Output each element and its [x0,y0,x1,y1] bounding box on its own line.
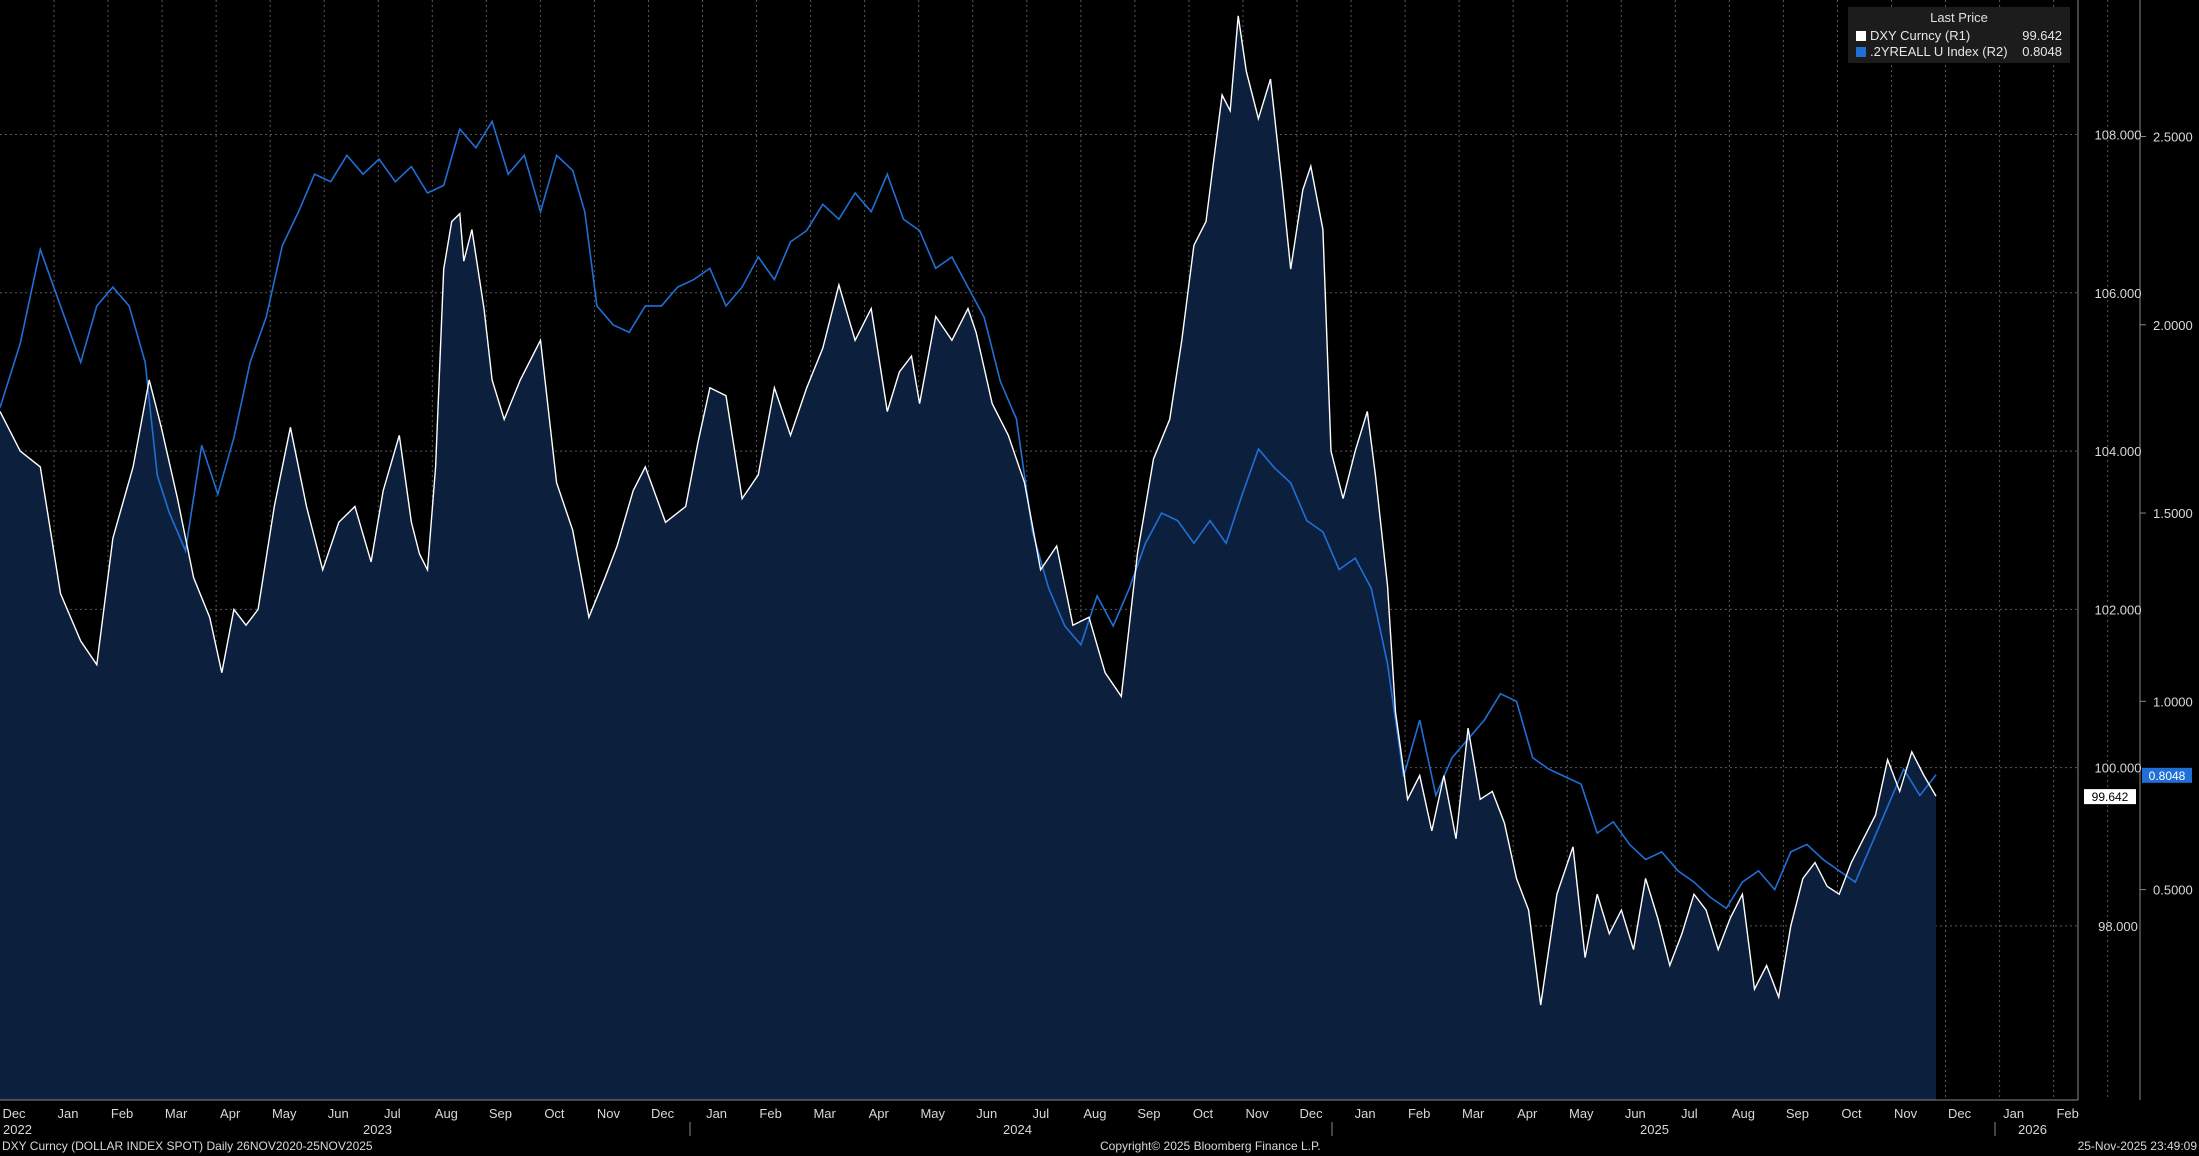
x-tick-label: Apr [1517,1106,1538,1121]
x-tick-label: Jun [1625,1106,1646,1121]
x-tick-label: Oct [1193,1106,1214,1121]
dxy-last-badge [2084,789,2136,805]
dxy-area [0,15,1936,1100]
y2-tick-label: 2.5000 [2153,129,2193,144]
legend-swatch-dxy [1856,31,1866,41]
x-year-label: 2025 [1640,1122,1669,1137]
x-tick-label: Sep [1137,1106,1160,1121]
x-tick-label: Jul [1033,1106,1050,1121]
x-tick-label: Jun [976,1106,997,1121]
x-year-label: 2023 [363,1122,392,1137]
y2-tick-label: 1.0000 [2153,694,2193,709]
legend-name-real-yield: .2YREALL U Index (R2) [1870,44,2008,59]
x-tick-label: Feb [759,1106,781,1121]
x-tick-label: Jul [384,1106,401,1121]
y1-tick-label: 102.000 [2095,602,2142,617]
y1-tick-label: 100.000 [2095,761,2142,776]
legend-header: Last Price [1930,10,1988,25]
dxy-last-badge-text: 99.642 [2092,790,2129,804]
x-tick-label: May [1569,1106,1594,1121]
x-tick-label: May [920,1106,945,1121]
legend-name-dxy: DXY Curncy (R1) [1870,28,1971,43]
x-tick-label: Nov [597,1106,621,1121]
x-tick-label: Sep [489,1106,512,1121]
y2-tick-label: 1.5000 [2153,506,2193,521]
x-tick-label: Nov [1245,1106,1269,1121]
x-tick-label: Aug [435,1106,458,1121]
footer-bar: DXY Curncy (DOLLAR INDEX SPOT) Daily 26N… [0,1138,2199,1156]
x-year-label: 2026 [2018,1122,2047,1137]
x-tick-label: Nov [1894,1106,1918,1121]
x-year-label: 2024 [1003,1122,1032,1137]
legend-value-real-yield: 0.8048 [2022,44,2062,59]
x-tick-label: Dec [651,1106,675,1121]
x-tick-label: Jan [1355,1106,1376,1121]
x-tick-label: Dec [1948,1106,1972,1121]
y2-tick-label: 0.5000 [2153,883,2193,898]
series-layer [0,15,1937,1100]
x-tick-label: Oct [544,1106,565,1121]
footer-security-info: DXY Curncy (DOLLAR INDEX SPOT) Daily 26N… [2,1139,373,1153]
footer-timestamp: 25-Nov-2025 23:49:09 [2077,1139,2197,1153]
real-yield-last-badge [2142,767,2192,783]
x-tick-label: Oct [1841,1106,1862,1121]
legend: Last Price DXY Curncy (R1) 99.642 .2YREA… [1848,7,2070,63]
x-tick-label: Mar [1462,1106,1485,1121]
x-tick-label: Jan [2003,1106,2024,1121]
y1-tick-label: 108.000 [2095,128,2142,143]
x-tick-label: Feb [111,1106,133,1121]
x-tick-label: Mar [165,1106,188,1121]
legend-value-dxy: 99.642 [2022,28,2062,43]
x-tick-label: Aug [1732,1106,1755,1121]
y2-tick-label: 2.0000 [2153,318,2193,333]
x-tick-label: Apr [220,1106,241,1121]
x-tick-label: Jan [706,1106,727,1121]
dxy-line [0,15,1937,1006]
x-tick-label: Aug [1083,1106,1106,1121]
real-yield-last-badge-text: 0.8048 [2149,769,2186,783]
real-yield-line [0,119,1937,910]
y1-tick-label: 104.000 [2095,444,2142,459]
legend-item-dxy[interactable]: DXY Curncy (R1) 99.642 [1856,28,2062,44]
x-tick-label: Mar [813,1106,836,1121]
x-tick-label: Sep [1786,1106,1809,1121]
x-tick-label: Feb [1408,1106,1430,1121]
x-tick-label: Dec [1299,1106,1323,1121]
x-year-label: 2022 [3,1122,32,1137]
x-tick-label: Jul [1681,1106,1698,1121]
x-tick-label: May [272,1106,297,1121]
x-tick-label: Apr [869,1106,890,1121]
x-tick-label: Feb [2056,1106,2078,1121]
y1-tick-label: 98.000 [2098,919,2138,934]
footer-copyright: Copyright© 2025 Bloomberg Finance L.P. [1100,1139,1321,1153]
x-tick-label: Dec [2,1106,26,1121]
legend-swatch-real-yield [1856,47,1866,57]
legend-item-real-yield[interactable]: .2YREALL U Index (R2) 0.8048 [1856,44,2062,60]
y1-tick-label: 106.000 [2095,286,2142,301]
x-tick-label: Jan [58,1106,79,1121]
x-tick-label: Jun [328,1106,349,1121]
